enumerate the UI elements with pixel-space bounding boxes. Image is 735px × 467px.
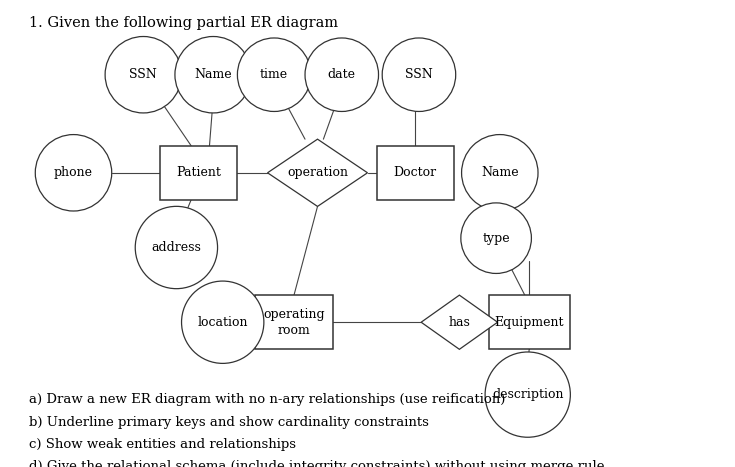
Text: description: description: [492, 388, 564, 401]
Ellipse shape: [35, 134, 112, 211]
Text: operation: operation: [287, 166, 348, 179]
Text: has: has: [448, 316, 470, 329]
Text: time: time: [260, 68, 288, 81]
Text: phone: phone: [54, 166, 93, 179]
Text: address: address: [151, 241, 201, 254]
Text: c) Show weak entities and relationships: c) Show weak entities and relationships: [29, 438, 296, 451]
Ellipse shape: [175, 36, 251, 113]
Text: SSN: SSN: [405, 68, 433, 81]
Ellipse shape: [105, 36, 182, 113]
Bar: [376, 146, 453, 199]
Ellipse shape: [237, 38, 311, 112]
Text: type: type: [482, 232, 510, 245]
Bar: [489, 295, 570, 349]
Ellipse shape: [485, 352, 570, 437]
Text: Patient: Patient: [176, 166, 221, 179]
Polygon shape: [268, 139, 368, 206]
Text: d) Give the relational schema (include integrity constraints) without using merg: d) Give the relational schema (include i…: [29, 460, 605, 467]
Ellipse shape: [305, 38, 379, 112]
Text: 1. Given the following partial ER diagram: 1. Given the following partial ER diagra…: [29, 16, 339, 30]
Ellipse shape: [182, 281, 264, 363]
Text: a) Draw a new ER diagram with no n-ary relationships (use reification): a) Draw a new ER diagram with no n-ary r…: [29, 393, 506, 406]
Ellipse shape: [135, 206, 218, 289]
Ellipse shape: [382, 38, 456, 112]
Text: Name: Name: [194, 68, 232, 81]
Text: Doctor: Doctor: [394, 166, 437, 179]
Bar: [256, 295, 332, 349]
Ellipse shape: [462, 134, 538, 211]
Ellipse shape: [461, 203, 531, 274]
Text: date: date: [328, 68, 356, 81]
Bar: [160, 146, 237, 199]
Text: Equipment: Equipment: [495, 316, 564, 329]
Text: SSN: SSN: [129, 68, 157, 81]
Text: location: location: [198, 316, 248, 329]
Text: b) Underline primary keys and show cardinality constraints: b) Underline primary keys and show cardi…: [29, 416, 429, 429]
Polygon shape: [421, 295, 498, 349]
Text: operating
room: operating room: [263, 308, 325, 337]
Text: Name: Name: [481, 166, 519, 179]
